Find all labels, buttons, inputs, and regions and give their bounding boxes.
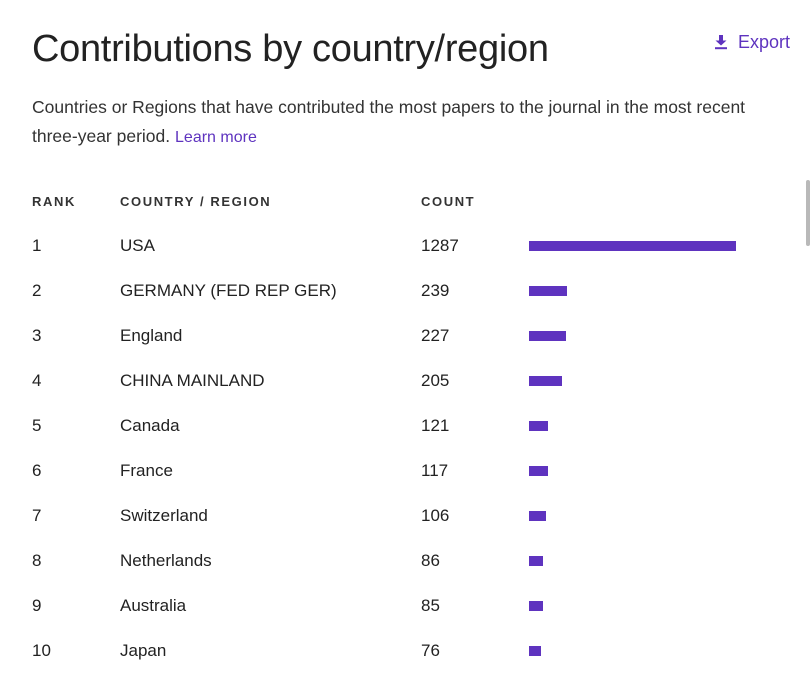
count-bar (529, 421, 548, 431)
count-cell: 121 (421, 416, 450, 435)
count-bar (529, 601, 543, 611)
description-text: Countries or Regions that have contribut… (32, 97, 746, 146)
count-cell: 239 (421, 281, 450, 300)
country-cell: Australia (120, 596, 187, 615)
count-bar (529, 646, 541, 656)
table-row: 2 GERMANY (FED REP GER) 239 (0, 280, 780, 325)
table-row: 8 Netherlands 86 (0, 550, 780, 595)
rank-cell: 9 (32, 596, 42, 615)
rank-cell: 5 (32, 416, 42, 435)
scrollbar-thumb[interactable] (806, 180, 810, 246)
count-bar (529, 556, 543, 566)
country-cell: USA (120, 236, 155, 255)
count-cell: 106 (421, 506, 450, 525)
country-cell: France (120, 461, 173, 480)
download-icon (714, 34, 728, 50)
page-description: Countries or Regions that have contribut… (32, 93, 784, 152)
country-cell: GERMANY (FED REP GER) (120, 281, 337, 300)
count-bar (529, 241, 736, 251)
rank-cell: 6 (32, 461, 42, 480)
table-row: 6 France 117 (0, 460, 780, 505)
column-header-country[interactable]: COUNTRY / REGION (120, 194, 272, 209)
count-bar (529, 511, 546, 521)
export-label: Export (737, 32, 790, 52)
export-button[interactable]: Export (714, 31, 790, 53)
count-bar (529, 376, 562, 386)
column-header-count[interactable]: COUNT (421, 194, 476, 209)
rank-cell: 1 (32, 236, 42, 255)
count-cell: 76 (421, 641, 440, 660)
learn-more-link[interactable]: Learn more (175, 129, 257, 146)
table-row: 10 Japan 76 (0, 640, 780, 685)
count-cell: 85 (421, 596, 440, 615)
column-header-rank[interactable]: RANK (32, 194, 76, 209)
rank-cell: 10 (32, 641, 51, 660)
country-cell: Japan (120, 641, 167, 660)
rank-cell: 7 (32, 506, 42, 525)
country-cell: Netherlands (120, 551, 212, 570)
count-bar (529, 286, 567, 296)
count-cell: 117 (421, 461, 449, 480)
rank-cell: 8 (32, 551, 42, 570)
table-row: 1 USA 1287 (0, 235, 780, 280)
count-cell: 227 (421, 326, 450, 345)
rank-cell: 2 (32, 281, 42, 300)
table-row: 9 Australia 85 (0, 595, 780, 640)
count-cell: 205 (421, 371, 450, 390)
country-cell: Switzerland (120, 506, 208, 525)
table-row: 4 CHINA MAINLAND 205 (0, 370, 780, 415)
count-cell: 86 (421, 551, 440, 570)
count-bar (529, 466, 548, 476)
country-cell: England (120, 326, 183, 345)
country-cell: Canada (120, 416, 180, 435)
table-row: 3 England 227 (0, 325, 780, 370)
country-cell: CHINA MAINLAND (120, 371, 265, 390)
count-bar (529, 331, 566, 341)
rank-cell: 4 (32, 371, 42, 390)
table-row: 5 Canada 121 (0, 415, 780, 460)
count-cell: 1287 (421, 236, 459, 255)
page-title: Contributions by country/region (32, 28, 549, 70)
rank-cell: 3 (32, 326, 42, 345)
table-row: 7 Switzerland 106 (0, 505, 780, 550)
